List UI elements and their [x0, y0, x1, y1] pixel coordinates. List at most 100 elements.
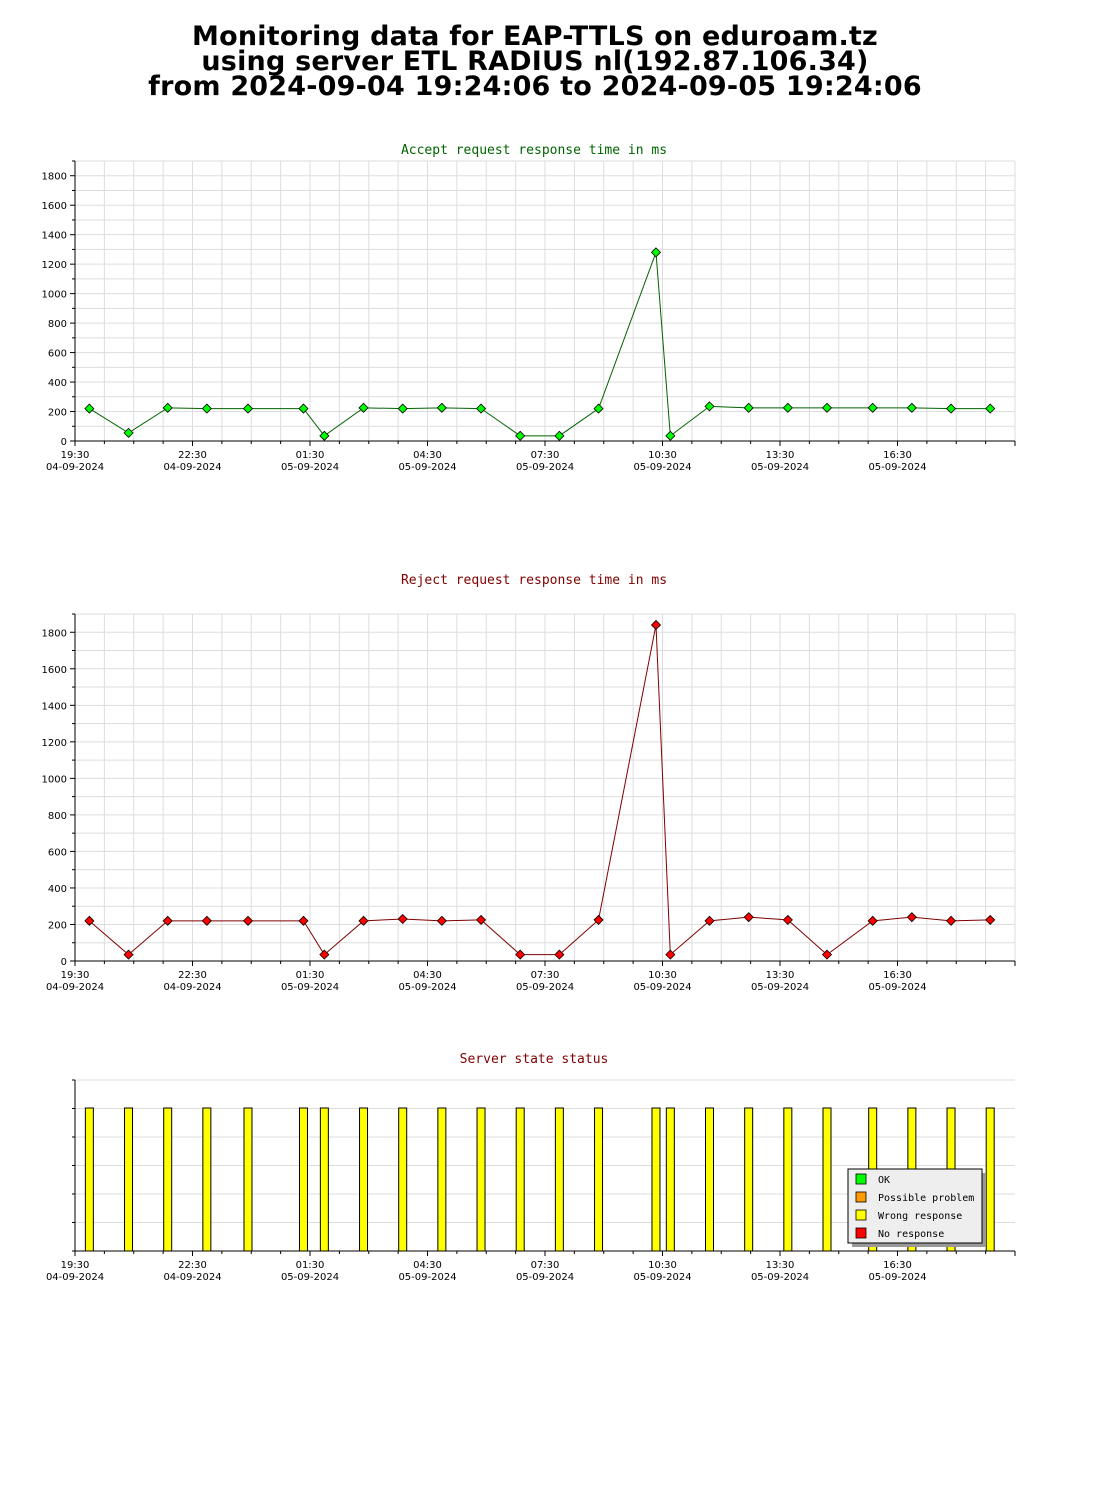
- status-bar: [783, 1107, 793, 1252]
- reject-x-tick-time: 04:30: [413, 970, 442, 981]
- accept-x-tick-time: 10:30: [648, 450, 677, 461]
- legend-label: Possible problem: [878, 1193, 974, 1204]
- accept-data-point: [554, 430, 565, 441]
- status-bar: [554, 1107, 564, 1252]
- legend-label: No response: [878, 1229, 944, 1240]
- status-bar: [594, 1107, 604, 1252]
- accept-y-tick-label: 1000: [42, 290, 67, 301]
- accept-data-point: [242, 403, 254, 414]
- accept-x-tick-time: 01:30: [296, 450, 325, 461]
- status-x-tick-time: 01:30: [296, 1260, 325, 1271]
- status-x-tick-date: 05-09-2024: [751, 1272, 809, 1283]
- accept-y-tick-label: 1400: [42, 231, 67, 242]
- status-x-tick-time: 07:30: [531, 1260, 560, 1271]
- accept-data-point: [743, 402, 754, 413]
- accept-data-point: [782, 402, 793, 413]
- accept-x-tick-date: 05-09-2024: [281, 462, 339, 473]
- status-bar: [124, 1107, 134, 1252]
- title-line-3: from 2024-09-04 19:24:06 to 2024-09-05 1…: [148, 71, 922, 102]
- reject-data-point: [319, 949, 330, 960]
- accept-x-tick-date: 04-09-2024: [46, 462, 104, 473]
- status-chart-title: Server state status: [460, 1052, 609, 1067]
- accept-data-point: [704, 401, 715, 412]
- accept-x-tick-date: 05-09-2024: [868, 462, 926, 473]
- accept-y-tick-label: 600: [48, 349, 67, 360]
- reject-data-point: [436, 915, 447, 926]
- status-bar: [985, 1107, 995, 1252]
- status-bar: [705, 1107, 714, 1252]
- accept-x-tick-date: 05-09-2024: [751, 462, 809, 473]
- status-bar: [822, 1107, 832, 1252]
- title-line-1: Monitoring data for EAP-TTLS on eduroam.…: [192, 21, 878, 52]
- accept-x-tick-time: 16:30: [883, 450, 912, 461]
- reject-x-tick-date: 05-09-2024: [398, 982, 456, 993]
- accept-data-point: [515, 430, 526, 441]
- accept-data-point: [821, 402, 833, 413]
- reject-data-point: [704, 915, 715, 926]
- reject-data-point: [650, 619, 662, 631]
- reject-x-tick-time: 16:30: [883, 970, 912, 981]
- accept-x-tick-date: 05-09-2024: [516, 462, 574, 473]
- status-x-tick-date: 05-09-2024: [868, 1272, 926, 1283]
- accept-data-point: [397, 403, 408, 414]
- accept-x-tick-time: 07:30: [531, 450, 560, 461]
- reject-data-point: [123, 949, 134, 960]
- reject-y-tick-label: 1200: [42, 738, 67, 749]
- reject-data-point: [84, 915, 95, 926]
- reject-series-line: [89, 624, 991, 956]
- reject-x-tick-date: 04-09-2024: [46, 982, 104, 993]
- status-x-tick-date: 05-09-2024: [633, 1272, 691, 1283]
- reject-data-point: [782, 914, 793, 925]
- accept-y-tick-label: 800: [48, 319, 67, 330]
- status-x-tick-time: 13:30: [766, 1260, 795, 1271]
- accept-data-point: [319, 430, 330, 441]
- status-bar: [319, 1107, 329, 1252]
- reject-x-tick-time: 22:30: [178, 970, 207, 981]
- accept-y-tick-label: 200: [48, 408, 67, 419]
- status-x-tick-date: 04-09-2024: [46, 1272, 104, 1283]
- status-bar: [243, 1107, 253, 1252]
- status-bar: [437, 1107, 447, 1252]
- status-x-tick-date: 05-09-2024: [516, 1272, 574, 1283]
- reject-x-tick-date: 05-09-2024: [751, 982, 809, 993]
- accept-data-point: [123, 427, 134, 438]
- reject-x-tick-date: 05-09-2024: [281, 982, 339, 993]
- legend-box: [847, 1168, 983, 1244]
- reject-data-point: [593, 914, 604, 925]
- accept-y-tick-label: 1800: [42, 172, 67, 183]
- accept-x-tick-time: 22:30: [178, 450, 207, 461]
- reject-y-tick-label: 200: [48, 920, 67, 931]
- status-x-tick-date: 05-09-2024: [281, 1272, 339, 1283]
- reject-data-point: [945, 915, 957, 926]
- reject-x-tick-time: 13:30: [766, 970, 795, 981]
- legend-swatch: [855, 1191, 867, 1203]
- reject-data-point: [298, 915, 309, 926]
- reject-data-point: [242, 915, 254, 926]
- accept-data-point: [201, 403, 212, 414]
- reject-data-point: [821, 949, 833, 960]
- reject-y-tick-label: 400: [48, 884, 67, 895]
- accept-data-point: [162, 402, 173, 413]
- accept-y-tick-label: 0: [61, 437, 67, 448]
- status-x-tick-time: 10:30: [648, 1260, 677, 1271]
- accept-chart-title: Accept request response time in ms: [401, 143, 667, 158]
- reject-x-tick-date: 05-09-2024: [868, 982, 926, 993]
- reject-y-tick-label: 1600: [42, 665, 67, 676]
- status-bar: [298, 1107, 308, 1252]
- status-bar: [359, 1107, 369, 1252]
- reject-data-point: [515, 949, 526, 960]
- reject-chart-title: Reject request response time in ms: [401, 573, 667, 588]
- reject-y-tick-label: 600: [48, 847, 67, 858]
- accept-x-tick-date: 05-09-2024: [633, 462, 691, 473]
- accept-x-tick-time: 04:30: [413, 450, 442, 461]
- legend-swatch: [855, 1173, 867, 1185]
- status-bar: [744, 1107, 754, 1252]
- accept-data-point: [593, 403, 604, 414]
- status-x-tick-time: 16:30: [883, 1260, 912, 1271]
- status-bar: [163, 1107, 173, 1252]
- accept-x-tick-time: 19:30: [61, 450, 90, 461]
- accept-y-tick-label: 400: [48, 378, 67, 389]
- accept-data-point: [867, 402, 878, 413]
- reject-y-tick-label: 1000: [42, 774, 67, 785]
